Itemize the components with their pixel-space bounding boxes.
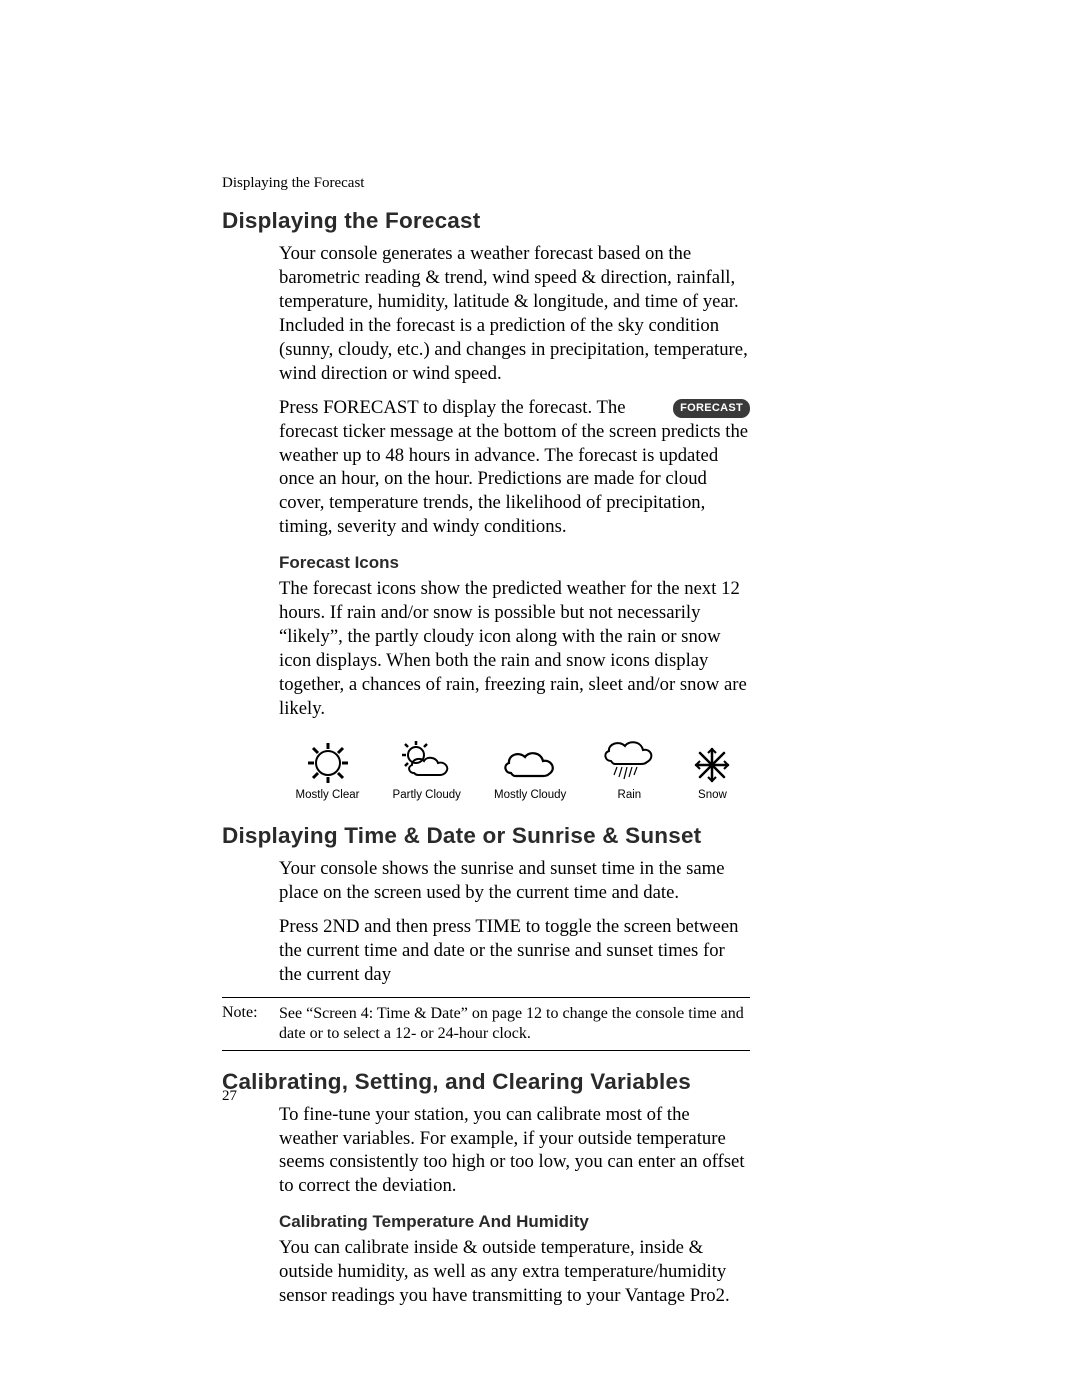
section2-title: Displaying Time & Date or Sunrise & Suns…	[222, 823, 750, 849]
snow-icon	[692, 745, 732, 785]
caption-rain: Rain	[599, 789, 659, 801]
rain-icon	[599, 735, 659, 785]
icon-snow: Snow	[692, 745, 732, 801]
caption-partly-cloudy: Partly Cloudy	[393, 789, 461, 801]
page: Displaying the Forecast Displaying the F…	[0, 0, 1080, 1397]
running-head: Displaying the Forecast	[222, 175, 364, 192]
icon-rain: Rain	[599, 735, 659, 801]
section3-subtitle: Calibrating Temperature And Humidity	[279, 1212, 750, 1232]
sun-icon	[301, 739, 355, 785]
section3-p1: To fine-tune your station, you can calib…	[279, 1103, 750, 1199]
section1-p2-wrap: FORECAST Press FORECAST to display the f…	[279, 396, 750, 540]
icon-mostly-cloudy: Mostly Cloudy	[494, 739, 566, 801]
forecast-icons-row: Mostly Clear Partly Cloudy	[279, 735, 749, 801]
icon-mostly-clear: Mostly Clear	[296, 739, 360, 801]
section1-subtitle: Forecast Icons	[279, 553, 750, 573]
cloud-icon	[499, 739, 561, 785]
section3-p2: You can calibrate inside & outside tempe…	[279, 1236, 750, 1308]
section1-p3: The forecast icons show the predicted we…	[279, 577, 750, 721]
section1-p1: Your console generates a weather forecas…	[279, 242, 750, 386]
section2-p2: Press 2ND and then press TIME to toggle …	[279, 915, 750, 987]
note-label: Note:	[222, 1004, 279, 1044]
caption-mostly-clear: Mostly Clear	[296, 789, 360, 801]
partly-cloudy-icon	[396, 739, 458, 785]
icon-partly-cloudy: Partly Cloudy	[393, 739, 461, 801]
caption-snow: Snow	[692, 789, 732, 801]
section2-p1: Your console shows the sunrise and sunse…	[279, 857, 750, 905]
forecast-button-icon: FORECAST	[673, 399, 750, 418]
caption-mostly-cloudy: Mostly Cloudy	[494, 789, 566, 801]
section1-title: Displaying the Forecast	[222, 208, 750, 234]
note-text: See “Screen 4: Time & Date” on page 12 t…	[279, 1004, 750, 1044]
note-block: Note: See “Screen 4: Time & Date” on pag…	[222, 997, 750, 1051]
page-number: 27	[222, 1088, 237, 1105]
section3-title: Calibrating, Setting, and Clearing Varia…	[222, 1069, 750, 1095]
section1-p2: Press FORECAST to display the forecast. …	[279, 397, 748, 538]
content-column: Displaying the Forecast Your console gen…	[222, 208, 750, 1318]
